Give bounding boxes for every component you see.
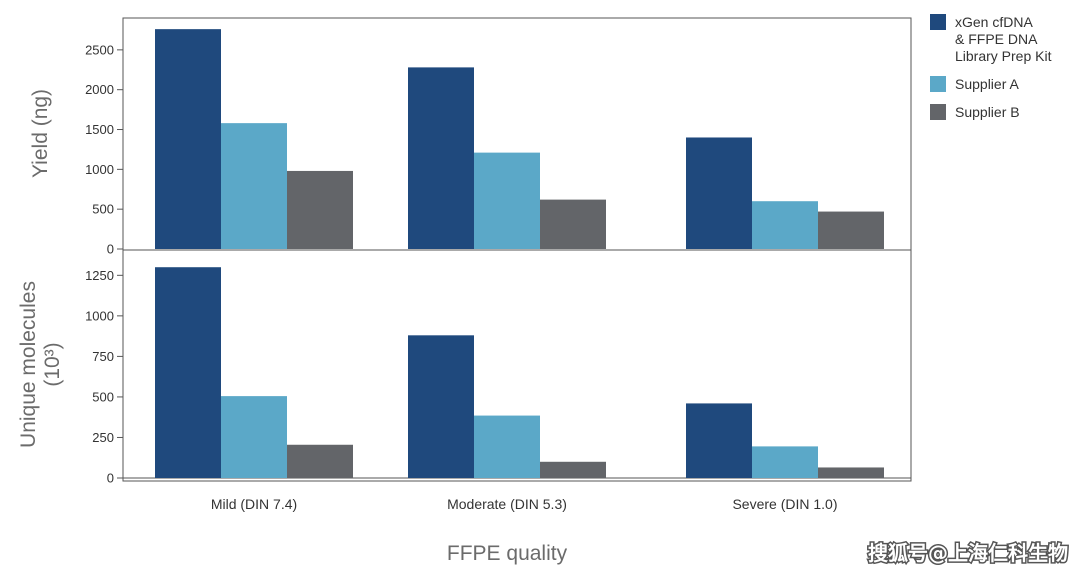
y-tick-label: 500 (92, 389, 114, 404)
bar-series-2-3 (752, 201, 818, 249)
legend-item-1: xGen cfDNA & FFPE DNA Library Prep Kit (930, 14, 1052, 64)
bar-series-2-1 (221, 396, 287, 478)
x-category-label: Severe (DIN 1.0) (732, 496, 837, 512)
bar-series-1-2 (408, 67, 474, 250)
legend-label-line: Supplier A (955, 76, 1019, 92)
legend-label-line: xGen cfDNA (955, 14, 1033, 30)
y-tick-label: 750 (92, 349, 114, 364)
legend: xGen cfDNA & FFPE DNA Library Prep Kit Supp… (930, 14, 1052, 120)
bar-series-2-2 (474, 152, 540, 249)
panels-layer: 0 500 1000 1500 2000 2500 Yield (ng) 0 250 500 750… (17, 17, 912, 512)
legend-item-3: Supplier B (930, 104, 1020, 120)
x-axis-label: FFPE quality (447, 542, 568, 565)
y-tick-label: 250 (92, 430, 114, 445)
x-category-label: Mild (DIN 7.4) (211, 496, 297, 512)
legend-label: Supplier A (955, 76, 1019, 92)
chart-panel-1: 0 500 1000 1500 2000 2500 Yield (ng) (29, 29, 911, 257)
bar-series-2-1 (221, 123, 287, 249)
legend-swatch (930, 104, 946, 120)
bar-series-3-3 (818, 211, 884, 249)
legend-item-2: Supplier A (930, 76, 1019, 92)
bar-series-1-2 (408, 335, 474, 478)
y-tick-label: 1000 (85, 162, 114, 177)
legend-label-line: Library Prep Kit (955, 48, 1052, 64)
bar-series-3-1 (287, 170, 353, 249)
legend-label-line: Supplier B (955, 104, 1020, 120)
y-tick-label: 0 (107, 242, 114, 257)
legend-label: Supplier B (955, 104, 1020, 120)
y-axis-label-line: (10³) (41, 342, 64, 386)
y-tick-label: 0 (107, 471, 114, 486)
bar-series-3-1 (287, 444, 353, 478)
y-axis-label-2: Unique molecules(10³) (17, 281, 64, 448)
legend-swatch (930, 76, 946, 92)
y-tick-label: 500 (92, 202, 114, 217)
bar-series-2-2 (474, 415, 540, 478)
y-axis-label-line: Unique molecules (17, 281, 40, 448)
bar-series-2-3 (752, 446, 818, 478)
y-tick-label: 2500 (85, 42, 114, 57)
y-axis-label-line: Yield (ng) (29, 89, 52, 178)
bar-series-1-3 (686, 403, 752, 478)
bar-series-1-1 (155, 267, 221, 478)
bar-series-3-2 (540, 199, 606, 249)
y-tick-label: 2000 (85, 82, 114, 97)
chart-panel-2: 0 250 500 750 1000 1250 Unique molecules(10³) (17, 267, 911, 486)
bar-series-1-1 (155, 29, 221, 250)
watermark-text: 搜狐号@上海仁科生物 (868, 541, 1068, 565)
bar-series-3-3 (818, 467, 884, 478)
legend-label-line: & FFPE DNA (955, 31, 1038, 47)
y-axis-label-1: Yield (ng) (29, 89, 52, 178)
x-category-label: Moderate (DIN 5.3) (447, 496, 567, 512)
bar-series-1-3 (686, 137, 752, 249)
legend-swatch (930, 14, 946, 30)
bar-series-3-2 (540, 461, 606, 478)
y-tick-label: 1250 (85, 268, 114, 283)
y-tick-label: 1000 (85, 308, 114, 323)
y-tick-label: 1500 (85, 122, 114, 137)
legend-label: xGen cfDNA & FFPE DNA Library Prep Kit (955, 14, 1052, 64)
